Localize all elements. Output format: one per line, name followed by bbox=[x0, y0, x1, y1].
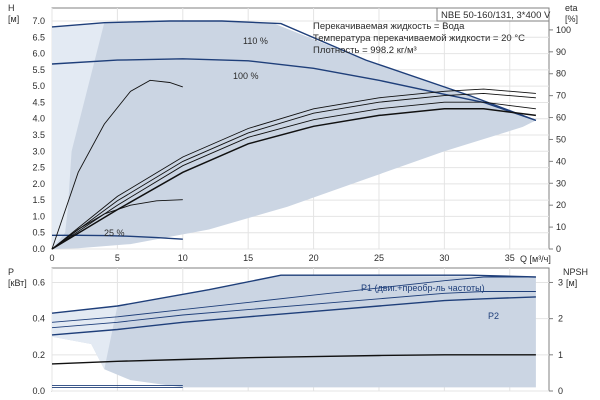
curve-label-110: 110 % bbox=[243, 36, 268, 46]
bottom-tick-labels: 0.0 0.2 0.4 0.6 0 1 2 3 bbox=[32, 277, 563, 396]
model-title: NBE 50-160/131, 3*400 V bbox=[441, 10, 551, 21]
efficiency-curve bbox=[51, 108, 536, 250]
hq-curve bbox=[51, 20, 537, 122]
eta-tick-label: 100 bbox=[556, 25, 571, 35]
x-tick-label: 20 bbox=[309, 253, 319, 263]
npsh-tick-label: 3 bbox=[558, 277, 563, 287]
h-tick-label: 0.0 bbox=[32, 244, 45, 254]
h-tick-label: 5.0 bbox=[32, 81, 45, 91]
eta-tick-label: 50 bbox=[556, 134, 566, 144]
top-tick-labels: 0 5 10 15 20 25 30 35 0.0 0.5 1.0 1.5 2.0 2.5 3.0 3.5 4.… bbox=[32, 16, 571, 263]
eta-axis-unit: [%] bbox=[565, 14, 578, 24]
top-operating-regions bbox=[52, 21, 536, 250]
npsh-tick-label: 2 bbox=[558, 314, 563, 324]
power-curve bbox=[51, 296, 536, 336]
h-tick-label: 0.5 bbox=[32, 228, 45, 238]
operating-range-region bbox=[52, 21, 536, 249]
curve-label-100: 100 % bbox=[233, 71, 259, 81]
low-flow-region bbox=[52, 22, 105, 250]
p-tick-label: 0.4 bbox=[32, 314, 45, 324]
x-tick-label: 25 bbox=[374, 253, 384, 263]
info-liquid: Перекачиваемая жидкость = Вода bbox=[313, 21, 465, 32]
info-temperature: Температура перекачиваемой жидкости = 20… bbox=[313, 33, 525, 44]
eta-tick-label: 80 bbox=[556, 69, 566, 79]
eta-tick-label: 60 bbox=[556, 113, 566, 123]
efficiency-curve bbox=[51, 199, 183, 250]
power-curve bbox=[51, 276, 536, 323]
x-tick-label: 5 bbox=[115, 253, 120, 263]
efficiency-curve bbox=[51, 92, 536, 250]
x-tick-label: 15 bbox=[243, 253, 253, 263]
npsh-tick-label: 1 bbox=[558, 350, 563, 360]
low-flow-region bbox=[52, 306, 118, 370]
efficiency-curve bbox=[51, 101, 536, 250]
p-tick-label: 0.0 bbox=[32, 386, 45, 396]
h-tick-label: 7.0 bbox=[32, 16, 45, 26]
h-tick-label: 2.0 bbox=[32, 179, 45, 189]
p2-label: P2 bbox=[488, 311, 499, 321]
h-tick-label: 4.5 bbox=[32, 97, 45, 107]
x-tick-label: 10 bbox=[178, 253, 188, 263]
npsh-curve bbox=[51, 354, 536, 365]
p-tick-label: 0.6 bbox=[32, 277, 45, 287]
p1-label: P1 (двиг.+преобр-ль частоты) bbox=[361, 283, 485, 293]
hq-curve bbox=[51, 58, 537, 122]
top-curves bbox=[51, 20, 537, 250]
eta-tick-label: 40 bbox=[556, 156, 566, 166]
h-tick-label: 1.0 bbox=[32, 211, 45, 221]
h-tick-label: 5.5 bbox=[32, 65, 45, 75]
npsh-axis-unit: [м] bbox=[566, 278, 577, 288]
npsh-axis-symbol: NPSH bbox=[563, 267, 588, 277]
h-tick-label: 4.0 bbox=[32, 114, 45, 124]
eta-tick-label: 90 bbox=[556, 47, 566, 57]
h-axis-unit: [м] bbox=[8, 14, 19, 24]
bottom-curves bbox=[51, 274, 536, 388]
top-panel: 0 5 10 15 20 25 30 35 0.0 0.5 1.0 1.5 2.0 2.5 3.0 3.5 4.… bbox=[32, 7, 571, 263]
x-tick-label: 0 bbox=[49, 253, 54, 263]
p-axis-symbol: P bbox=[8, 267, 14, 277]
efficiency-curve bbox=[51, 79, 183, 250]
p-axis-unit: [кВт] bbox=[8, 278, 27, 288]
q-axis-label: Q [м³/ч] bbox=[520, 254, 551, 264]
eta-tick-label: 70 bbox=[556, 91, 566, 101]
eta-tick-label: 10 bbox=[556, 222, 566, 232]
h-tick-label: 3.5 bbox=[32, 130, 45, 140]
x-tick-label: 35 bbox=[505, 253, 515, 263]
h-tick-label: 2.5 bbox=[32, 163, 45, 173]
eta-tick-label: 30 bbox=[556, 178, 566, 188]
npsh-tick-label: 0 bbox=[558, 386, 563, 396]
x-tick-label: 30 bbox=[439, 253, 449, 263]
h-tick-label: 1.5 bbox=[32, 195, 45, 205]
eta-tick-label: 0 bbox=[556, 244, 561, 254]
info-density: Плотность = 998.2 кг/м³ bbox=[313, 45, 417, 56]
efficiency-curve bbox=[51, 88, 536, 250]
p-tick-label: 0.2 bbox=[32, 350, 45, 360]
model-title-box bbox=[436, 7, 550, 22]
h-tick-label: 6.0 bbox=[32, 49, 45, 59]
eta-tick-label: 20 bbox=[556, 200, 566, 210]
h-axis-symbol: H bbox=[8, 3, 15, 13]
power-curve bbox=[51, 291, 536, 329]
h-tick-label: 6.5 bbox=[32, 32, 45, 42]
bottom-panel: 0.0 0.2 0.4 0.6 0 1 2 3 bbox=[32, 267, 563, 396]
curve-label-25: 25 % bbox=[104, 228, 125, 238]
eta-axis-symbol: eta bbox=[565, 3, 578, 13]
power-curve bbox=[51, 274, 536, 314]
h-tick-label: 3.0 bbox=[32, 146, 45, 156]
